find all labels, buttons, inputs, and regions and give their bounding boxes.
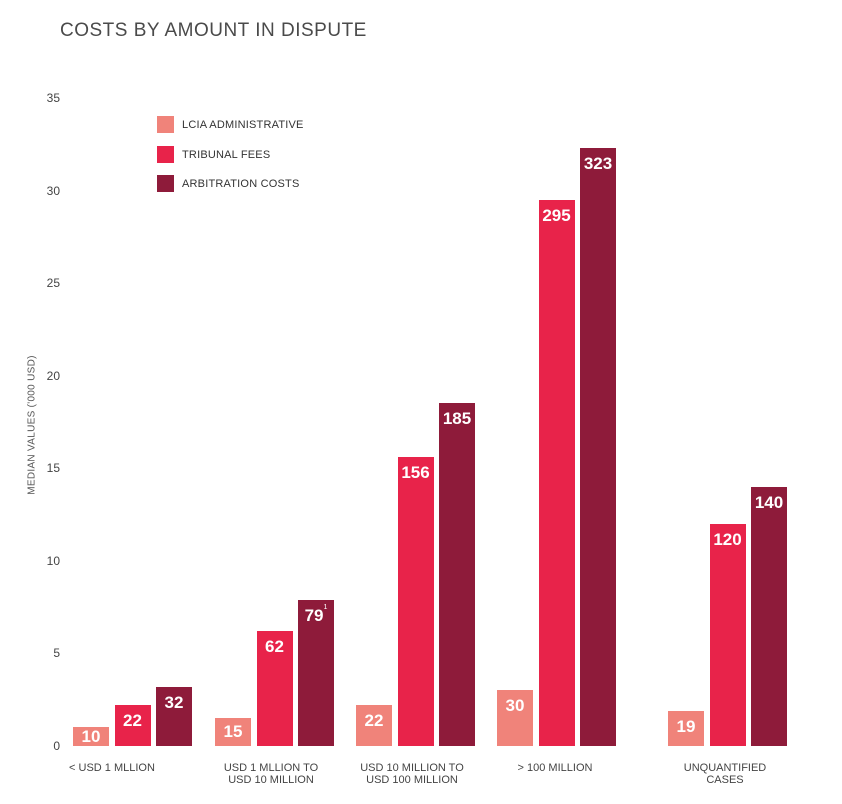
bar-lcia-administrative-2: 22 (356, 705, 392, 746)
bar-value-label: 791 (298, 603, 334, 626)
bar-tribunal-fees-0: 22 (114, 705, 151, 746)
bar-value-label: 120 (710, 530, 746, 550)
y-axis-label: MEDIAN VALUES ('000 USD) (26, 355, 38, 495)
bar-value-label: 156 (398, 463, 434, 483)
bar-value-text: 32 (164, 692, 184, 712)
bar-value-text: 79 (304, 605, 324, 625)
bar-value-label: 19 (668, 717, 704, 737)
bar-arbitration-costs-1: 791 (298, 599, 334, 746)
y-tick-label: 20 (46, 368, 60, 383)
bar-value-text: 10 (81, 726, 101, 746)
bar-value-text: 140 (754, 492, 784, 512)
x-category-line: USD 10 MILLION (228, 774, 314, 786)
bar-lcia-administrative-1: 15 (215, 718, 251, 746)
x-category-label: UNQUANTIFIED CASES (655, 762, 795, 786)
legend-label: ARBITRATION COSTS (182, 177, 300, 190)
bar-arbitration-costs-0: 32 (156, 686, 192, 746)
bar-value-label: 323 (580, 154, 616, 174)
legend-swatch (157, 116, 174, 133)
bar-value-text: 62 (265, 637, 284, 657)
x-category-line: USD 1 MLLION TO (223, 762, 319, 774)
bar-value-text: 295 (542, 205, 571, 225)
legend-label: LCIA ADMINISTRATIVE (182, 118, 304, 131)
bar-value-text: 30 (505, 696, 525, 716)
bar-value-label: 185 (439, 409, 475, 429)
x-category-line: USD 100 MILLION (366, 774, 458, 786)
bar-arbitration-costs-4: 140 (751, 486, 787, 746)
legend-swatch (157, 146, 174, 163)
bar-value-text: 15 (223, 722, 243, 742)
bar-value-label: 10 (73, 727, 109, 747)
bar-value-text: 120 (713, 529, 742, 549)
bar-arbitration-costs-3: 323 (580, 147, 616, 746)
bar-tribunal-fees-4: 120 (709, 523, 746, 746)
bar-value-label: 15 (215, 722, 251, 742)
bar-lcia-administrative-0: 10 (73, 727, 109, 746)
x-category-line: > 100 MILLION (517, 762, 593, 774)
x-category-line: CASES (706, 774, 744, 786)
x-category-line: USD 10 MILLION TO (360, 762, 464, 774)
legend-item: TRIBUNAL FEES (157, 146, 270, 163)
y-tick-label: 25 (46, 276, 60, 291)
legend-swatch (157, 175, 174, 192)
bar-value-text: 22 (364, 711, 384, 731)
footnote-mark: 1 (323, 603, 328, 611)
bar-arbitration-costs-2: 185 (439, 403, 475, 746)
chart-title: COSTS BY AMOUNT IN DISPUTE (60, 20, 367, 41)
bar-value-label: 62 (257, 637, 293, 657)
bar-value-label: 32 (156, 693, 192, 713)
x-category-line: < USD 1 MLLION (69, 762, 155, 774)
x-category-label: USD 10 MILLION TO USD 100 MILLION (342, 762, 482, 786)
legend-item: LCIA ADMINISTRATIVE (157, 116, 304, 133)
bar-tribunal-fees-1: 62 (256, 631, 293, 746)
x-category-label: < USD 1 MLLION (42, 762, 182, 774)
bar-value-label: 30 (497, 696, 533, 716)
x-category-label: USD 1 MLLION TO USD 10 MILLION (201, 762, 341, 786)
bar-value-text: 156 (401, 463, 430, 483)
bar-value-label: 295 (539, 206, 575, 226)
x-category-label: > 100 MILLION (485, 762, 625, 774)
bar-lcia-administrative-3: 30 (497, 690, 533, 746)
x-category-line: UNQUANTIFIED (683, 762, 767, 774)
bar-value-text: 323 (583, 153, 613, 173)
bar-value-label: 22 (356, 711, 392, 731)
y-tick-label: 5 (53, 646, 60, 661)
y-tick-label: 0 (53, 739, 60, 753)
legend-label: TRIBUNAL FEES (182, 148, 271, 161)
bar-value-label: 140 (751, 493, 787, 513)
bar-tribunal-fees-3: 295 (538, 199, 575, 746)
bar-tribunal-fees-2: 156 (397, 457, 434, 746)
bar-value-label: 22 (115, 711, 151, 731)
bar-value-text: 185 (442, 409, 472, 429)
bar-value-text: 22 (123, 711, 142, 731)
y-tick-label: 35 (46, 91, 60, 105)
bar-lcia-administrative-4: 19 (668, 710, 704, 746)
y-tick-label: 10 (46, 553, 60, 568)
legend-item: ARBITRATION COSTS (157, 175, 299, 192)
bar-value-text: 19 (676, 716, 696, 736)
y-tick-label: 30 (46, 183, 60, 198)
y-tick-label: 15 (46, 461, 60, 476)
